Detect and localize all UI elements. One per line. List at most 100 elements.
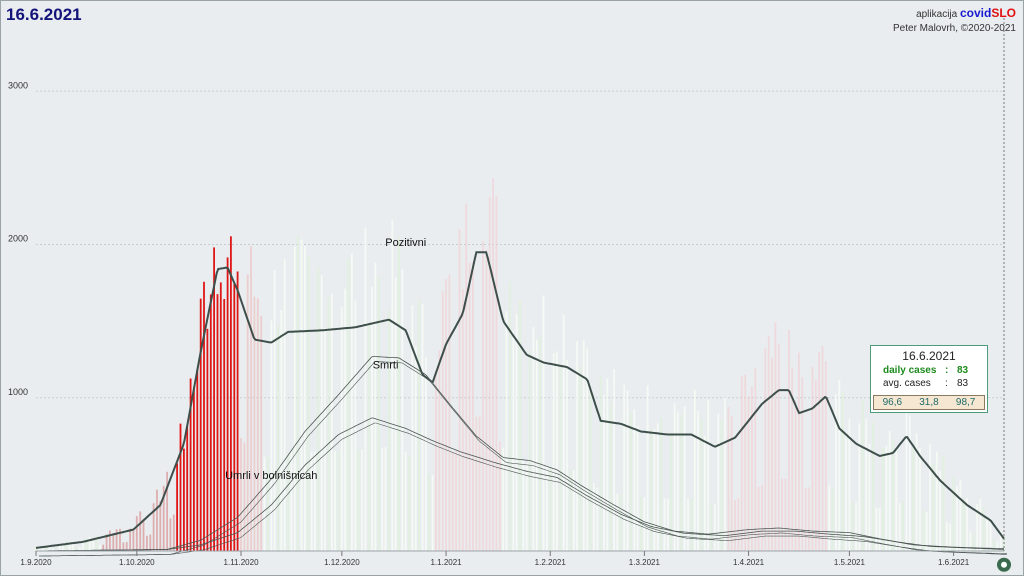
daily-bar [142,518,145,551]
daily-bar [441,290,444,551]
daily-bar [734,500,736,551]
daily-bar [542,295,545,551]
x-tick-label: 1.10.2020 [119,558,155,567]
daily-bar [139,511,142,551]
brand-app-label: aplikacija [916,9,958,20]
daily-bar [253,296,256,551]
daily-bar [777,344,780,551]
daily-bar [599,376,602,551]
series-label: Umrli v bolnišnicah [225,470,317,482]
daily-bar [757,486,760,551]
daily-bar [95,535,98,551]
daily-bar [569,469,572,551]
daily-bar [677,411,679,551]
daily-bar [730,416,733,551]
daily-cases-row: daily cases : 83 [883,365,969,376]
daily-bar [613,369,615,551]
daily-bar [351,253,353,551]
daily-bar [714,504,716,551]
daily-bar [848,418,851,551]
daily-bar [919,448,921,551]
daily-bar [428,474,431,551]
daily-bar [690,498,693,551]
daily-bar [650,428,652,551]
x-tick-label: 1.2.2021 [535,558,567,567]
daily-bar [421,303,424,551]
y-tick-label: 1000 [8,387,28,397]
daily-bar [166,471,168,551]
daily-bar [152,503,155,551]
daily-bar [186,425,189,551]
daily-bar [250,246,252,551]
daily-bar [972,532,975,551]
daily-bar [821,345,824,551]
daily-bar [270,320,273,551]
daily-bar [485,249,488,551]
daily-bar [72,541,74,551]
daily-bar [340,307,343,551]
line-pozitivni [35,251,1005,549]
daily-bar [455,449,457,551]
daily-bar [579,366,582,551]
y-tick-label: 2000 [8,234,28,244]
avg-cases-label: avg. cases [883,378,931,389]
daily-bar [784,478,787,551]
daily-bar [169,518,172,551]
daily-bar [831,488,834,551]
brand-author: Peter Malovrh, ©2020-2021 [893,23,1016,34]
daily-bar [751,386,753,551]
daily-bar [408,455,410,551]
daily-bar [646,385,649,551]
series-label: Pozitivni [385,237,426,249]
daily-bar [293,246,296,552]
daily-bar [703,435,706,551]
daily-bar [609,402,612,551]
daily-bar [478,416,481,551]
daily-bar [216,294,219,551]
daily-bar [616,493,619,551]
daily-bar [838,379,841,551]
daily-bar [304,246,306,551]
daily-bar [45,546,47,551]
daily-bar [418,299,420,551]
daily-bar [196,368,199,551]
daily-bar [438,350,441,551]
daily-bar [841,392,844,551]
daily-bar [643,497,646,551]
daily-bar [902,501,904,551]
daily-bar [935,451,938,551]
daily-bar [959,479,962,551]
x-tick-label: 1.11.2020 [224,558,260,567]
daily-bar [297,235,299,551]
daily-bar [51,548,54,551]
daily-bar [377,276,380,551]
daily-bar [98,545,101,551]
daily-bar [710,503,713,551]
daily-bar [58,543,61,551]
daily-bar [105,534,108,551]
daily-bar [925,511,928,551]
line-umrli-shadow [39,422,1008,557]
daily-bar [226,257,229,551]
brand-block: aplikacija covidSLO Peter Malovrh, ©2020… [893,6,1016,36]
daily-bar [361,449,363,551]
daily-bar [317,267,320,551]
daily-bar [717,413,720,551]
daily-bar [680,414,683,551]
line-smrti-shadow [39,361,1007,557]
daily-bar [808,487,810,551]
daily-bar [932,464,935,551]
daily-bar [458,229,461,551]
daily-bar [801,377,804,551]
daily-bar [636,426,639,551]
daily-bar [788,330,790,551]
daily-bar [818,352,820,551]
daily-bar [92,539,94,551]
daily-bar [535,339,538,551]
daily-bar [344,288,347,551]
daily-bar [720,419,723,551]
daily-bar [999,530,1002,551]
daily-bar [505,311,508,551]
daily-bar [280,310,283,551]
daily-bar [48,545,51,551]
